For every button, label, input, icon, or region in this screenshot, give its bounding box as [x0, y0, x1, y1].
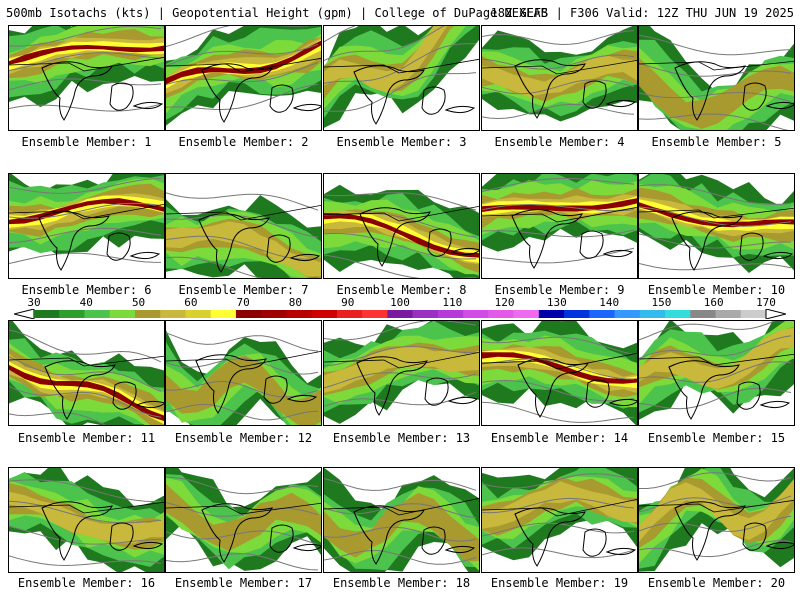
ensemble-member-label: Ensemble Member: 11 — [17, 431, 156, 445]
ensemble-member-label: Ensemble Member: 9 — [494, 283, 625, 297]
ensemble-member-4-map — [481, 25, 638, 131]
ensemble-member-15-map — [638, 320, 795, 426]
color-scale-swatch — [463, 310, 489, 318]
ensemble-member-14-map — [481, 320, 638, 426]
ensemble-member-12-map — [165, 320, 322, 426]
color-scale-tick-label: 70 — [236, 296, 250, 309]
color-scale-tick-label: 150 — [651, 296, 672, 309]
ensemble-member-label: Ensemble Member: 10 — [647, 283, 786, 297]
ensemble-member-label: Ensemble Member: 20 — [647, 576, 786, 590]
color-scale-tick-label: 40 — [79, 296, 93, 309]
ensemble-member-label: Ensemble Member: 15 — [647, 431, 786, 445]
color-scale-tick-label: 130 — [546, 296, 567, 309]
color-scale-swatch — [210, 310, 237, 318]
ensemble-member-label: Ensemble Member: 8 — [336, 283, 467, 297]
ensemble-member-19-map — [481, 467, 638, 573]
color-scale-swatch — [639, 310, 666, 318]
color-scale-swatch — [437, 310, 464, 318]
color-scale-swatch — [564, 310, 590, 318]
color-scale-swatch — [59, 310, 85, 318]
ensemble-member-10-map — [638, 173, 795, 279]
ensemble-member-label: Ensemble Member: 19 — [490, 576, 629, 590]
color-scale-tick-label: 160 — [703, 296, 724, 309]
color-scale-swatch — [235, 310, 262, 318]
ensemble-member-13-map — [323, 320, 480, 426]
color-scale-tick-label: 100 — [390, 296, 410, 309]
color-scale-swatch — [589, 310, 616, 318]
ensemble-member-label: Ensemble Member: 17 — [174, 576, 313, 590]
color-scale-swatch — [715, 310, 742, 318]
color-scale-left-arrow — [14, 309, 35, 319]
color-scale-tick-label: 120 — [494, 296, 515, 309]
color-scale-tick-label: 60 — [184, 296, 198, 309]
color-scale-swatch — [261, 310, 287, 318]
header-title: 500mb Isotachs (kts) | Geopotential Heig… — [6, 6, 548, 20]
color-scale-swatch — [311, 310, 338, 318]
color-scale-bar — [14, 309, 786, 319]
ensemble-member-5-map — [638, 25, 795, 131]
color-scale-swatch — [160, 310, 186, 318]
color-scale-ticks: 30 40 50 60 70 80 90 100 110 120 130 140 150 160 170 — [14, 297, 786, 309]
ensemble-member-label: Ensemble Member: 16 — [17, 576, 156, 590]
ensemble-member-label: Ensemble Member: 6 — [21, 283, 152, 297]
color-scale-swatch — [690, 310, 717, 318]
ensemble-member-8-map — [323, 173, 480, 279]
color-scale-tick-label: 30 — [27, 296, 41, 309]
color-scale-swatch — [362, 310, 388, 318]
color-scale-swatch — [134, 310, 161, 318]
ensemble-member-label: Ensemble Member: 5 — [651, 135, 782, 149]
color-scale-swatch — [665, 310, 691, 318]
ensemble-member-label: Ensemble Member: 3 — [336, 135, 467, 149]
color-scale-swatch — [336, 310, 363, 318]
ensemble-member-2-map — [165, 25, 322, 131]
header-valid-time: 18Z GEFS | F306 Valid: 12Z THU JUN 19 20… — [490, 6, 794, 20]
color-scale-swatch — [109, 310, 136, 318]
color-scale: 30 40 50 60 70 80 90 100 110 120 130 140 150 160 170 — [14, 297, 786, 319]
color-scale-swatch — [185, 310, 212, 318]
chart-header: 500mb Isotachs (kts) | Geopotential Heig… — [6, 5, 794, 21]
color-scale-swatch — [412, 310, 439, 318]
color-scale-swatch — [84, 310, 111, 318]
color-scale-swatch — [538, 310, 565, 318]
ensemble-member-label: Ensemble Member: 18 — [332, 576, 471, 590]
ensemble-member-label: Ensemble Member: 7 — [178, 283, 309, 297]
ensemble-member-label: Ensemble Member: 2 — [178, 135, 309, 149]
ensemble-member-18-map — [323, 467, 480, 573]
color-scale-right-arrow — [765, 309, 786, 319]
ensemble-member-3-map — [323, 25, 480, 131]
color-scale-swatch — [387, 310, 414, 318]
color-scale-swatch — [513, 310, 540, 318]
color-scale-swatch — [488, 310, 515, 318]
ensemble-member-6-map — [8, 173, 165, 279]
color-scale-tick-label: 80 — [288, 296, 303, 309]
ensemble-member-16-map — [8, 467, 165, 573]
ensemble-member-1-map — [8, 25, 165, 131]
ensemble-member-label: Ensemble Member: 12 — [174, 431, 313, 445]
color-scale-tick-label: 140 — [599, 296, 620, 309]
ensemble-member-label: Ensemble Member: 13 — [332, 431, 471, 445]
color-scale-swatch — [614, 310, 641, 318]
ensemble-member-9-map — [481, 173, 638, 279]
ensemble-member-label: Ensemble Member: 1 — [21, 135, 152, 149]
ensemble-member-label: Ensemble Member: 14 — [490, 431, 629, 445]
color-scale-swatch — [286, 310, 313, 318]
color-scale-tick-label: 50 — [131, 296, 146, 309]
ensemble-member-17-map — [165, 467, 322, 573]
color-scale-swatch — [34, 310, 60, 318]
color-scale-swatch — [740, 310, 767, 318]
ensemble-member-label: Ensemble Member: 4 — [494, 135, 625, 149]
ensemble-member-20-map — [638, 467, 795, 573]
color-scale-tick-label: 170 — [756, 296, 776, 309]
ensemble-member-11-map — [8, 320, 165, 426]
color-scale-tick-label: 110 — [442, 296, 463, 309]
ensemble-member-7-map — [165, 173, 322, 279]
color-scale-tick-label: 90 — [341, 296, 355, 309]
